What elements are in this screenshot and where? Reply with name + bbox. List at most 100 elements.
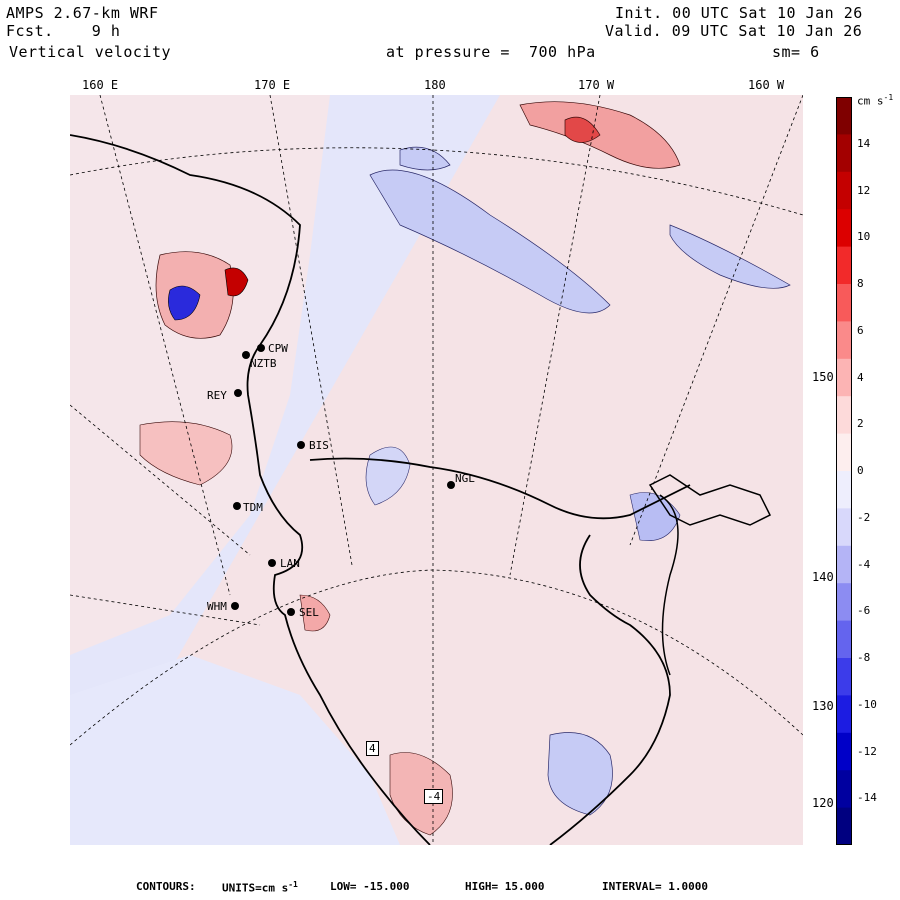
init-time: Init. 00 UTC Sat 10 Jan 26 bbox=[615, 4, 863, 22]
colorbar-swatch bbox=[836, 770, 852, 809]
positive-blob-west-mid bbox=[139, 421, 233, 486]
colorbar-units: cm s-1 bbox=[857, 93, 893, 108]
station-marker-nztb bbox=[242, 351, 250, 359]
grounding-line bbox=[549, 534, 671, 845]
station-label-cpw: CPW bbox=[268, 342, 288, 355]
negative-blob-east bbox=[629, 492, 681, 542]
forecast-label: Fcst. 9 h bbox=[6, 22, 120, 40]
forecast-value: 9 h bbox=[91, 22, 121, 40]
positive-blob-coast bbox=[299, 594, 331, 632]
lon-label-180: 180 bbox=[424, 78, 446, 92]
meridian-2 bbox=[269, 95, 353, 566]
model-title: AMPS 2.67-km WRF bbox=[6, 4, 159, 22]
footer-contours: CONTOURS: bbox=[136, 880, 196, 893]
positive-core-northeast bbox=[564, 116, 601, 143]
station-marker-bis bbox=[297, 441, 305, 449]
station-marker-cpw bbox=[257, 344, 265, 352]
footer-low: LOW= -15.000 bbox=[330, 880, 410, 893]
station-marker-whm bbox=[231, 602, 239, 610]
station-marker-tdm bbox=[233, 502, 241, 510]
colorbar-swatch bbox=[836, 620, 852, 659]
colorbar-swatch bbox=[836, 508, 852, 547]
pressure-level-value: 700 hPa bbox=[528, 43, 596, 61]
station-label-whm: WHM bbox=[207, 600, 227, 613]
positive-region-west bbox=[70, 95, 330, 655]
colorbar-swatch bbox=[836, 658, 852, 696]
colorbar-swatch bbox=[836, 358, 852, 397]
vertical-velocity-map bbox=[70, 95, 803, 845]
meridian-5 bbox=[629, 95, 803, 546]
station-markers bbox=[231, 344, 455, 616]
lon-label-160e: 160 E bbox=[82, 78, 119, 92]
colorbar-swatch bbox=[836, 97, 852, 135]
colorbar-swatch bbox=[836, 732, 852, 771]
colorbar-tick-label: -12 bbox=[857, 744, 877, 758]
lon-label-160w: 160 W bbox=[748, 78, 785, 92]
colorbar-swatch bbox=[836, 433, 852, 472]
colorbar-units-exp: -1 bbox=[883, 93, 894, 102]
negative-blob-south bbox=[547, 732, 613, 816]
colorbar-swatch bbox=[836, 209, 852, 248]
footer-units-text: UNITS=cm s bbox=[222, 881, 289, 895]
station-label-bis: BIS bbox=[309, 439, 329, 452]
colorbar-swatch bbox=[836, 246, 852, 285]
station-label-lan: LAN bbox=[280, 557, 300, 570]
negative-streak-3 bbox=[669, 224, 791, 289]
graticule bbox=[70, 95, 803, 845]
coastline-east bbox=[659, 494, 679, 676]
parallel-1 bbox=[70, 569, 803, 746]
forecast-label-text: Fcst. bbox=[6, 22, 54, 40]
station-marker-rey bbox=[234, 389, 242, 397]
negative-region-southwest bbox=[70, 655, 400, 845]
meridian-7 bbox=[70, 594, 261, 626]
negative-streak-2 bbox=[399, 146, 451, 171]
colorbar-tick-label: -4 bbox=[857, 557, 871, 571]
lon-label-170e: 170 E bbox=[254, 78, 291, 92]
coastline-peninsula bbox=[648, 474, 772, 526]
colorbar-swatch bbox=[836, 695, 852, 734]
colorbar-tick-label: 10 bbox=[857, 230, 871, 244]
station-marker-lan bbox=[268, 559, 276, 567]
colorbar-swatch bbox=[836, 171, 852, 210]
colorbar-tick-label: 2 bbox=[857, 417, 864, 431]
colorbar-tick-label: 8 bbox=[857, 277, 864, 290]
parallel-2 bbox=[70, 147, 803, 216]
colorbar-swatch bbox=[836, 807, 852, 845]
colorbar bbox=[836, 97, 852, 845]
station-label-nztb: NZTB bbox=[250, 357, 277, 370]
positive-blob-south bbox=[389, 752, 453, 836]
station-label-tdm: TDM bbox=[243, 501, 263, 514]
colorbar-tick-label: -8 bbox=[857, 651, 871, 664]
extrema-marker-high: 4 bbox=[366, 741, 379, 756]
colorbar-swatch bbox=[836, 583, 852, 622]
colorbar-swatch bbox=[836, 134, 852, 173]
colorbar-border bbox=[836, 97, 852, 845]
colorbar-swatch bbox=[836, 471, 852, 509]
valid-time: Valid. 09 UTC Sat 10 Jan 26 bbox=[605, 22, 863, 40]
colorbar-units-text: cm s bbox=[857, 94, 884, 108]
negative-core-northwest bbox=[168, 285, 201, 321]
colorbar-swatch bbox=[836, 396, 852, 435]
lon-label-170w: 170 W bbox=[578, 78, 615, 92]
station-label-rey: REY bbox=[207, 389, 227, 402]
footer-high: HIGH= 15.000 bbox=[465, 880, 545, 893]
extrema-marker-low: -4 bbox=[424, 789, 444, 804]
footer-units-exp: -1 bbox=[288, 880, 298, 889]
field-title: Vertical velocity bbox=[9, 43, 172, 61]
ice-shelf-front bbox=[309, 457, 691, 520]
positive-core-northwest bbox=[224, 267, 249, 297]
colorbar-tick-label: 12 bbox=[857, 183, 871, 197]
footer-units: UNITS=cm s-1 bbox=[222, 880, 298, 895]
colorbar-tick-label: 0 bbox=[857, 464, 864, 477]
pressure-level: at pressure = 700 hPa bbox=[386, 43, 596, 61]
colorbar-swatch bbox=[836, 321, 852, 360]
station-marker-ngl bbox=[447, 481, 455, 489]
colorbar-tick-label: 6 bbox=[857, 323, 864, 337]
colorbar-tick-label: -2 bbox=[857, 510, 871, 524]
colorbar-tick-label: -14 bbox=[857, 791, 877, 805]
colorbar-swatch bbox=[836, 545, 852, 584]
pressure-level-label: at pressure = bbox=[386, 43, 510, 61]
colorbar-swatch bbox=[836, 284, 852, 322]
station-label-ngl: NGL bbox=[455, 472, 475, 485]
colorbar-tick-label: -6 bbox=[857, 604, 871, 618]
